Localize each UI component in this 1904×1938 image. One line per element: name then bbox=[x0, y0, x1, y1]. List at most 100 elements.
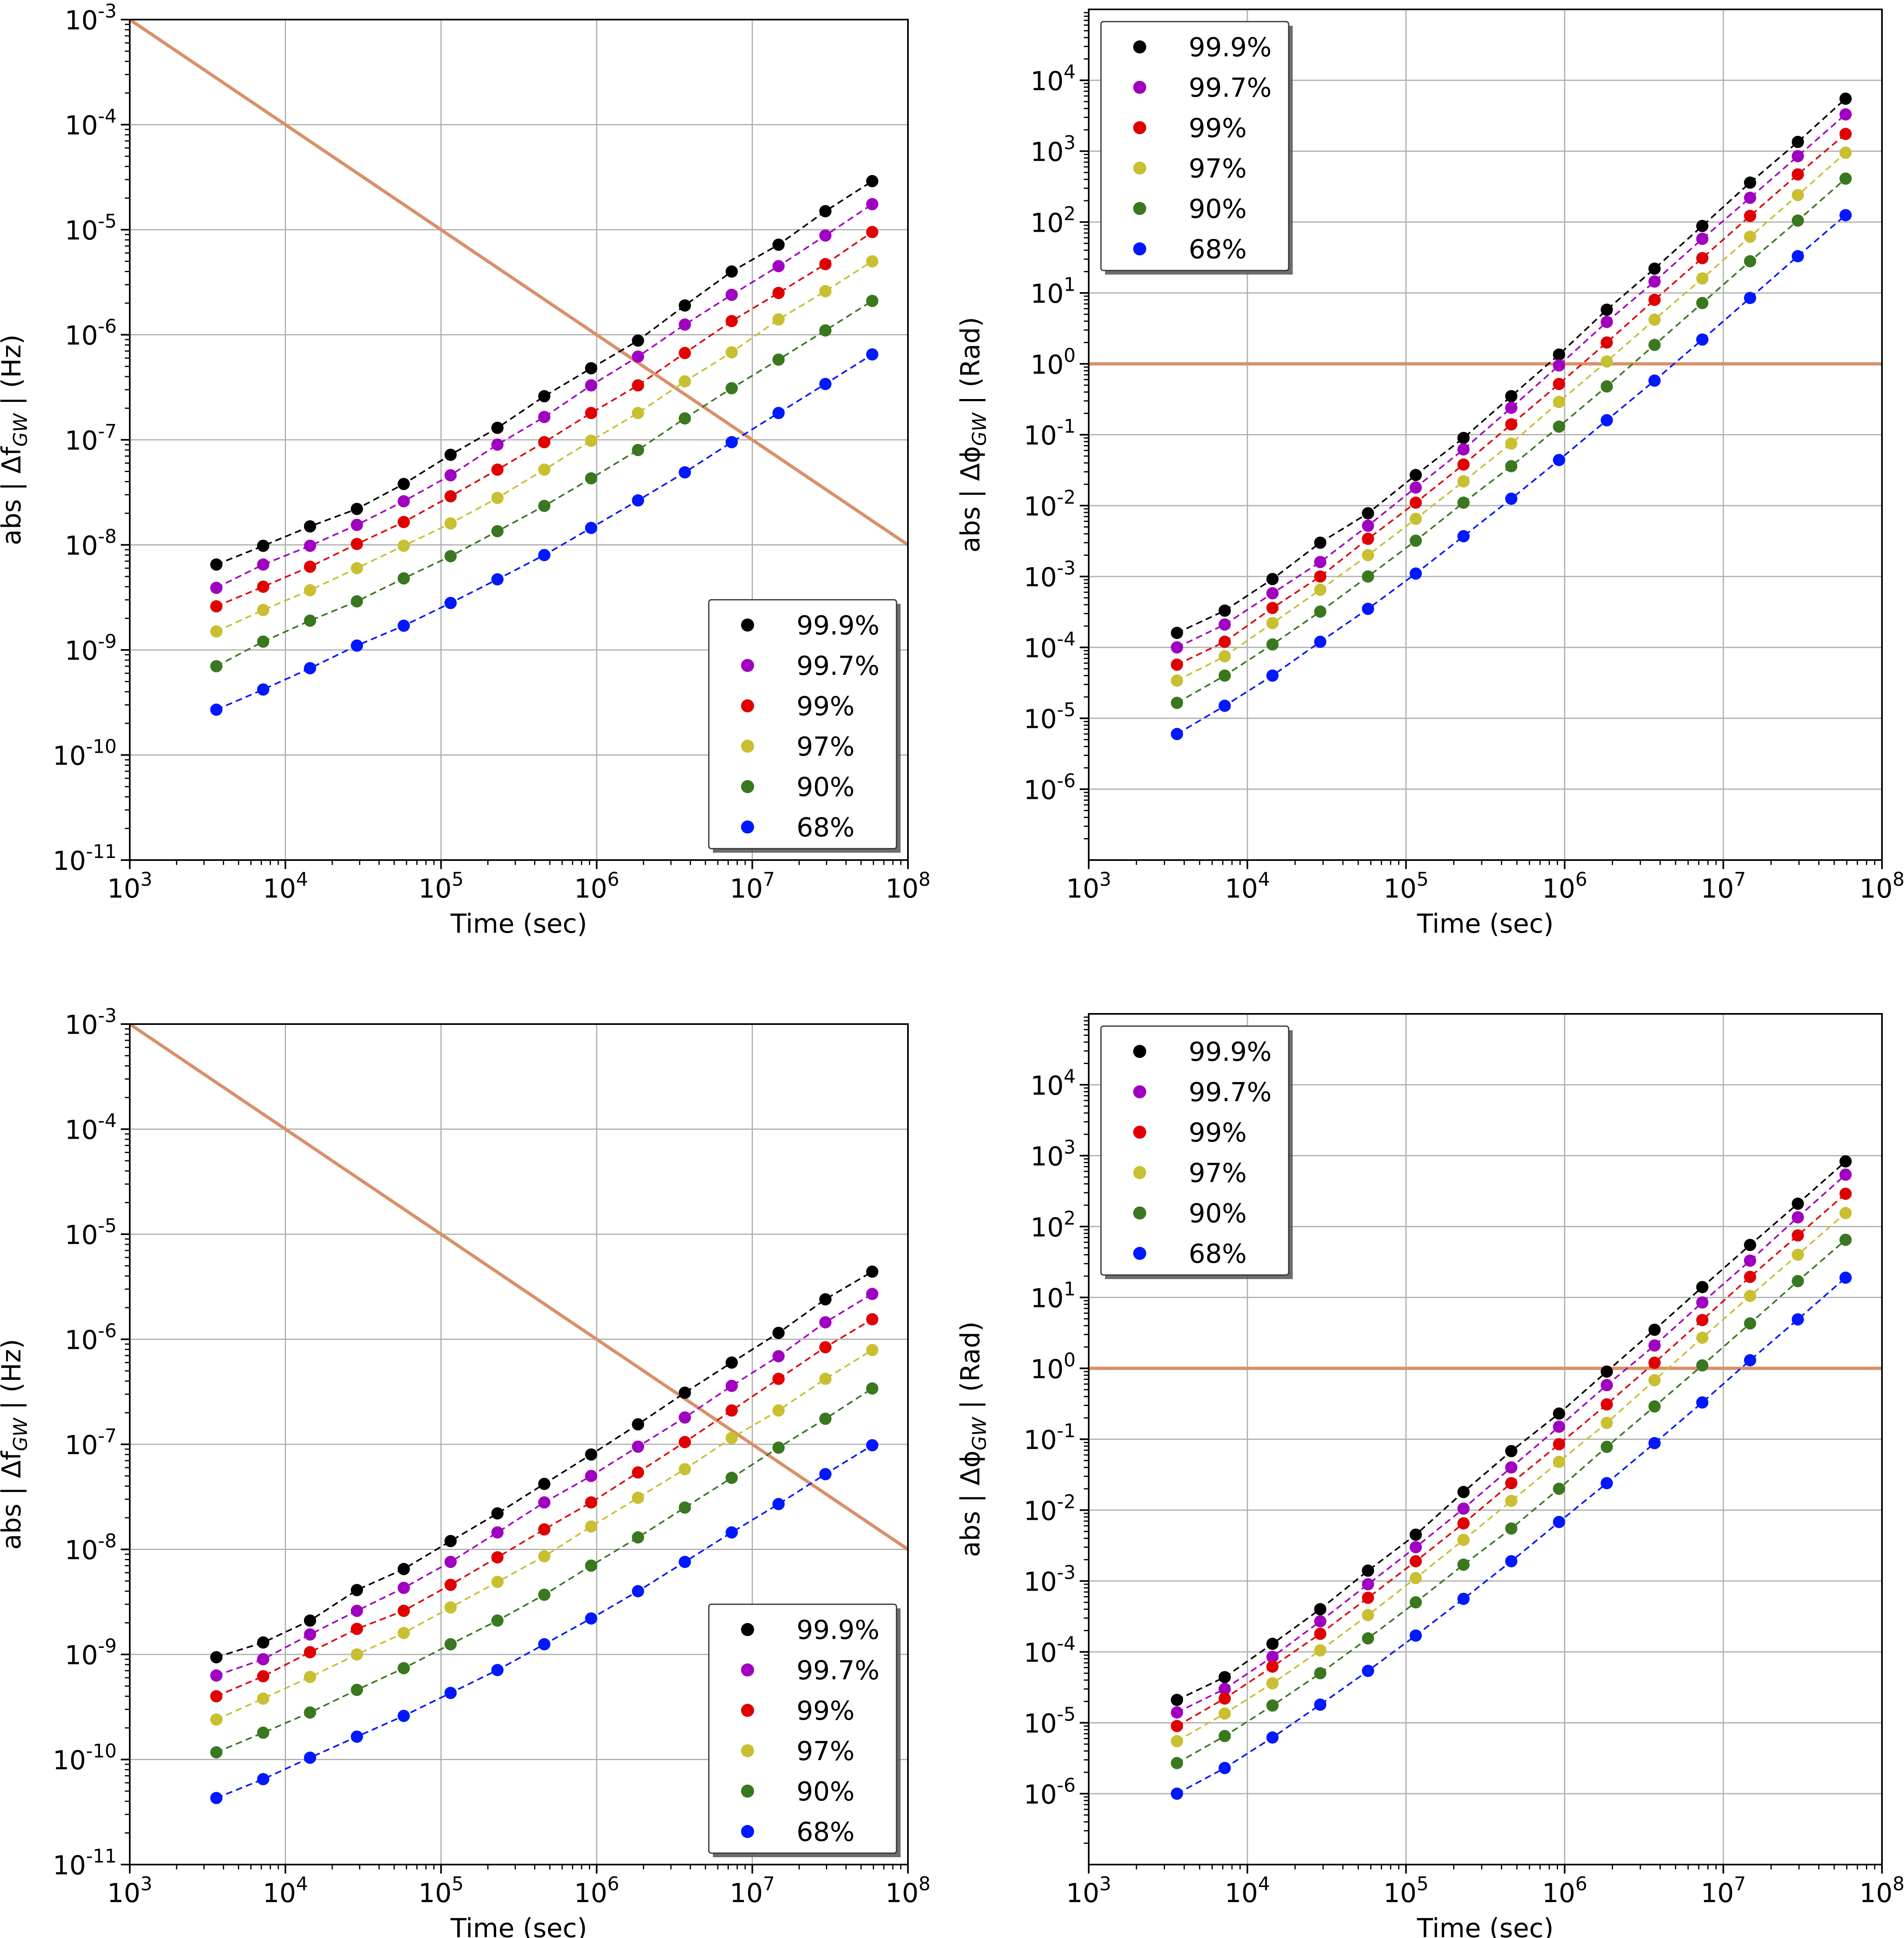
data-point bbox=[1409, 512, 1422, 525]
data-point bbox=[1457, 432, 1470, 444]
legend-box bbox=[708, 599, 897, 849]
data-point bbox=[1409, 534, 1422, 547]
data-point bbox=[1171, 1720, 1183, 1732]
data-point bbox=[819, 1341, 832, 1353]
data-point bbox=[772, 1498, 785, 1510]
data-point bbox=[1744, 1239, 1756, 1251]
x-tick-label: 105 bbox=[418, 868, 464, 904]
data-point bbox=[1648, 339, 1661, 351]
data-point bbox=[1266, 1699, 1279, 1712]
data-point bbox=[491, 573, 504, 585]
data-point bbox=[1839, 209, 1852, 222]
data-point bbox=[1600, 380, 1613, 393]
data-point bbox=[1171, 659, 1183, 671]
data-point bbox=[1553, 420, 1565, 433]
y-tick-label: 10-4 bbox=[1024, 1632, 1076, 1668]
data-point bbox=[210, 581, 223, 594]
x-axis-label: Time (sec) bbox=[450, 1914, 587, 1938]
x-tick-label: 108 bbox=[885, 868, 931, 904]
data-point bbox=[1457, 497, 1470, 509]
series-97% bbox=[210, 1344, 879, 1726]
legend-box bbox=[1100, 21, 1289, 271]
series-99.9% bbox=[210, 175, 879, 571]
data-point bbox=[726, 1404, 738, 1417]
data-point bbox=[491, 463, 504, 476]
data-point bbox=[397, 1662, 410, 1674]
y-tick-label: 10-2 bbox=[1024, 486, 1076, 522]
legend-label: 68% bbox=[797, 1817, 854, 1847]
series-97% bbox=[1171, 1207, 1852, 1747]
data-point bbox=[1314, 570, 1327, 583]
data-point bbox=[257, 1636, 269, 1649]
data-point bbox=[1409, 1528, 1422, 1541]
data-point bbox=[819, 324, 832, 337]
data-point bbox=[210, 558, 223, 571]
data-point bbox=[1457, 1486, 1470, 1498]
data-point bbox=[1314, 1699, 1327, 1711]
legend-marker bbox=[1133, 242, 1146, 255]
data-point bbox=[1696, 252, 1709, 264]
data-point bbox=[491, 1614, 504, 1627]
y-tick-label: 10-9 bbox=[65, 630, 117, 666]
data-point bbox=[1457, 530, 1470, 543]
data-point bbox=[1266, 638, 1279, 651]
y-tick-label: 10-3 bbox=[65, 1004, 117, 1040]
data-point bbox=[1744, 210, 1756, 222]
data-point bbox=[632, 334, 644, 347]
data-point bbox=[1839, 108, 1852, 121]
data-point bbox=[1266, 602, 1279, 614]
data-point bbox=[1791, 1248, 1804, 1261]
x-tick-label: 103 bbox=[107, 1873, 153, 1909]
data-point bbox=[1362, 570, 1374, 583]
data-point bbox=[1648, 1400, 1661, 1413]
data-point bbox=[866, 1313, 879, 1326]
data-point bbox=[1266, 1731, 1279, 1744]
data-point bbox=[1791, 1313, 1804, 1326]
legend-marker bbox=[741, 619, 754, 632]
data-point bbox=[679, 466, 691, 479]
data-point bbox=[1314, 537, 1327, 549]
data-point bbox=[1171, 1694, 1183, 1706]
data-point bbox=[1696, 333, 1709, 346]
data-point bbox=[1744, 176, 1756, 189]
data-point bbox=[819, 1412, 832, 1425]
x-tick-label: 107 bbox=[730, 868, 775, 904]
series-68% bbox=[210, 1439, 879, 1804]
data-point bbox=[866, 1382, 879, 1395]
data-point bbox=[1648, 262, 1661, 275]
data-point bbox=[257, 1773, 269, 1785]
legend-marker bbox=[741, 1825, 754, 1838]
data-point bbox=[1600, 1417, 1613, 1429]
data-point bbox=[1648, 275, 1661, 288]
data-point bbox=[1362, 532, 1374, 545]
legend-marker bbox=[741, 1623, 754, 1636]
data-point bbox=[1218, 635, 1231, 648]
data-point bbox=[679, 1501, 691, 1514]
data-point bbox=[1553, 396, 1565, 408]
legend-label: 99.9% bbox=[1189, 33, 1272, 63]
data-point bbox=[632, 1418, 644, 1430]
data-point bbox=[866, 198, 879, 211]
data-point bbox=[772, 260, 785, 273]
data-point bbox=[1600, 304, 1613, 316]
data-point bbox=[1744, 1354, 1756, 1366]
data-point bbox=[866, 175, 879, 187]
data-point bbox=[491, 1526, 504, 1539]
reference-line bbox=[130, 20, 908, 546]
legend-marker bbox=[741, 780, 754, 793]
data-point bbox=[1791, 1229, 1804, 1242]
data-point bbox=[444, 550, 457, 563]
data-point bbox=[351, 503, 363, 515]
data-point bbox=[210, 1690, 223, 1703]
data-point bbox=[444, 1638, 457, 1651]
data-point bbox=[1218, 1692, 1231, 1705]
data-point bbox=[538, 499, 550, 512]
y-tick-label: 104 bbox=[1030, 1065, 1076, 1101]
data-point bbox=[585, 1496, 597, 1509]
legend-marker bbox=[1133, 1045, 1146, 1058]
y-tick-label: 10-6 bbox=[1024, 1774, 1076, 1810]
data-point bbox=[585, 1470, 597, 1482]
data-point bbox=[772, 1441, 785, 1454]
data-point bbox=[304, 1706, 316, 1719]
data-point bbox=[726, 1432, 738, 1444]
